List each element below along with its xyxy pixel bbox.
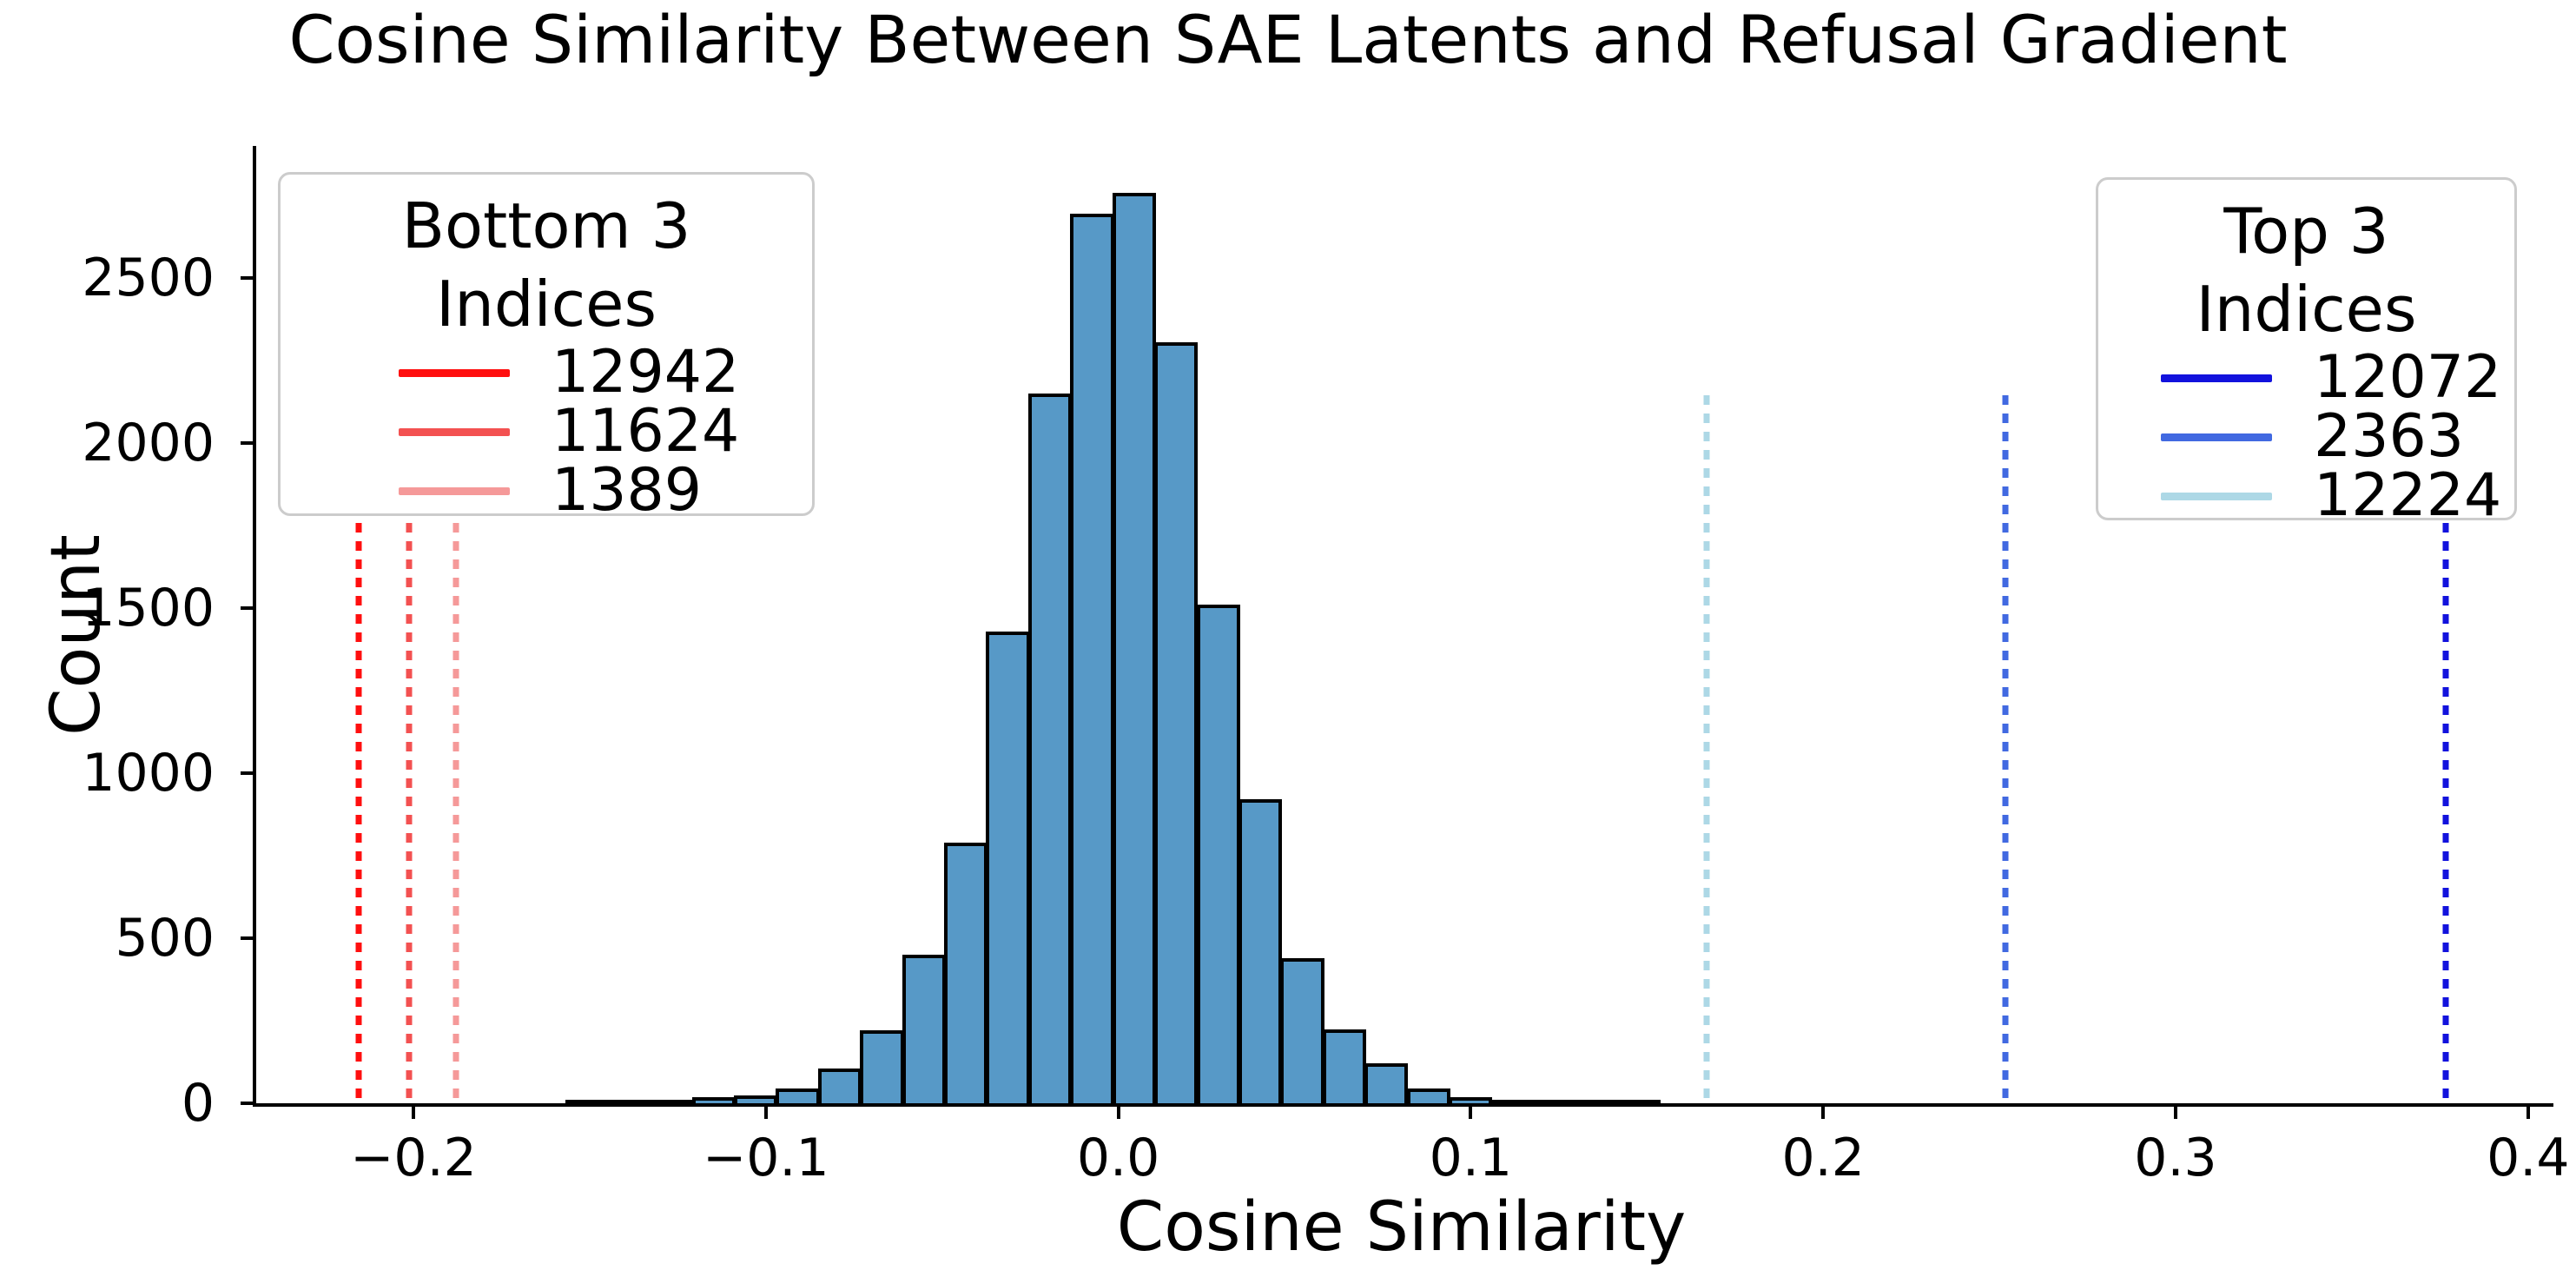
histogram-bar [1154, 341, 1199, 1103]
y-tick [241, 771, 256, 775]
histogram-bar [1027, 394, 1073, 1103]
index-vline-11624 [406, 394, 413, 1103]
legend-entry-12942: 12942 [298, 343, 795, 402]
y-tick-label: 1500 [82, 578, 215, 638]
histogram-bar [1238, 799, 1283, 1103]
x-axis-label: Cosine Similarity [1116, 1188, 1687, 1267]
histogram-bar [944, 842, 988, 1103]
chart-title: Cosine Similarity Between SAE Latents an… [288, 1, 2288, 78]
x-tick [1821, 1103, 1826, 1119]
plot-area: −0.2 −0.1 0.0 0.1 0.2 0.3 0.4 0 500 1000 1500 2000 2… [82, 146, 2570, 1188]
histogram-bar [1448, 1097, 1493, 1103]
legend-entry-label: 12072 [2314, 343, 2502, 412]
x-tick [412, 1103, 415, 1119]
legend-top-entries: 12072 2363 12224 [2116, 348, 2501, 526]
index-vline-2363 [2002, 394, 2009, 1103]
histogram-bar [1280, 957, 1324, 1103]
histogram-bar [776, 1088, 820, 1103]
y-tick-label: 0 [181, 1073, 215, 1134]
index-vline-12942 [355, 394, 362, 1103]
histogram-bar [1364, 1063, 1409, 1103]
histogram-bar [1196, 605, 1240, 1103]
index-vline-1389 [452, 394, 459, 1103]
legend-line-swatch [399, 427, 510, 436]
legend-entry-1389: 1389 [298, 461, 795, 520]
histogram-bar [565, 1100, 610, 1103]
legend-entry-label: 12942 [552, 338, 740, 407]
y-tick [241, 1102, 256, 1105]
x-tick-label: −0.1 [702, 1128, 829, 1188]
histogram-bar [1406, 1088, 1450, 1103]
y-tick-label: 2000 [82, 413, 215, 473]
index-vline-12224 [1703, 394, 1709, 1103]
legend-line-swatch [2161, 492, 2272, 500]
histogram-bar [1532, 1100, 1577, 1103]
histogram-bar [607, 1100, 652, 1103]
legend-line-swatch [2161, 433, 2272, 441]
legend-line-swatch [2161, 374, 2272, 382]
histogram-bar [860, 1030, 904, 1103]
histogram-bar [986, 631, 1030, 1103]
legend-entry-2363: 2363 [2116, 407, 2497, 466]
legend-entry-label: 1389 [552, 456, 703, 525]
x-tick-label: 0.2 [1781, 1128, 1865, 1188]
legend-entry-12224: 12224 [2116, 466, 2501, 526]
histogram-bar [650, 1100, 694, 1103]
histogram-bar [1490, 1100, 1535, 1103]
legend-top-indices: Top 3 Indices 12072 2363 12224 [2096, 177, 2517, 526]
legend-line-swatch [399, 368, 510, 377]
x-tick [2174, 1103, 2177, 1119]
y-tick-label: 2500 [82, 248, 215, 308]
x-tick [763, 1103, 768, 1119]
histogram-bar [1575, 1100, 1619, 1103]
legend-bottom-title: Bottom 3 Indices [401, 189, 691, 341]
y-tick-label: 1000 [82, 743, 215, 804]
y-tick [241, 441, 256, 445]
histogram-bar [691, 1097, 736, 1103]
legend-bottom-indices: Bottom 3 Indices 12942 11624 1389 [278, 172, 815, 520]
y-tick-label: 500 [115, 908, 215, 969]
index-vline-12072 [2442, 394, 2449, 1103]
legend-line-swatch [399, 486, 510, 495]
x-tick [2526, 1103, 2530, 1119]
x-tick [1469, 1103, 1473, 1119]
histogram-bar [902, 955, 946, 1103]
legend-entry-11624: 11624 [298, 402, 795, 461]
histogram-bar [1616, 1100, 1661, 1103]
y-tick [241, 276, 256, 280]
legend-bottom-entries: 12942 11624 1389 [298, 343, 795, 520]
legend-top-title: Top 3 Indices [2196, 195, 2417, 346]
histogram-bar [1070, 213, 1114, 1103]
histogram-bar [1322, 1029, 1367, 1103]
x-tick-label: 0.4 [2487, 1128, 2570, 1188]
x-tick-label: 0.0 [1076, 1128, 1160, 1188]
legend-entry-12072: 12072 [2116, 348, 2501, 407]
legend-entry-label: 11624 [552, 397, 740, 466]
x-tick [1116, 1103, 1120, 1119]
legend-entry-label: 2363 [2314, 402, 2465, 471]
legend-entry-label: 12224 [2314, 461, 2502, 530]
y-tick [241, 606, 256, 610]
histogram-bar [733, 1095, 778, 1103]
x-tick-label: −0.2 [350, 1128, 477, 1188]
x-tick-label: 0.3 [2134, 1128, 2217, 1188]
histogram-bar [1112, 193, 1156, 1103]
y-tick [241, 936, 256, 940]
histogram-bar [817, 1069, 862, 1103]
x-tick-label: 0.1 [1429, 1128, 1513, 1188]
